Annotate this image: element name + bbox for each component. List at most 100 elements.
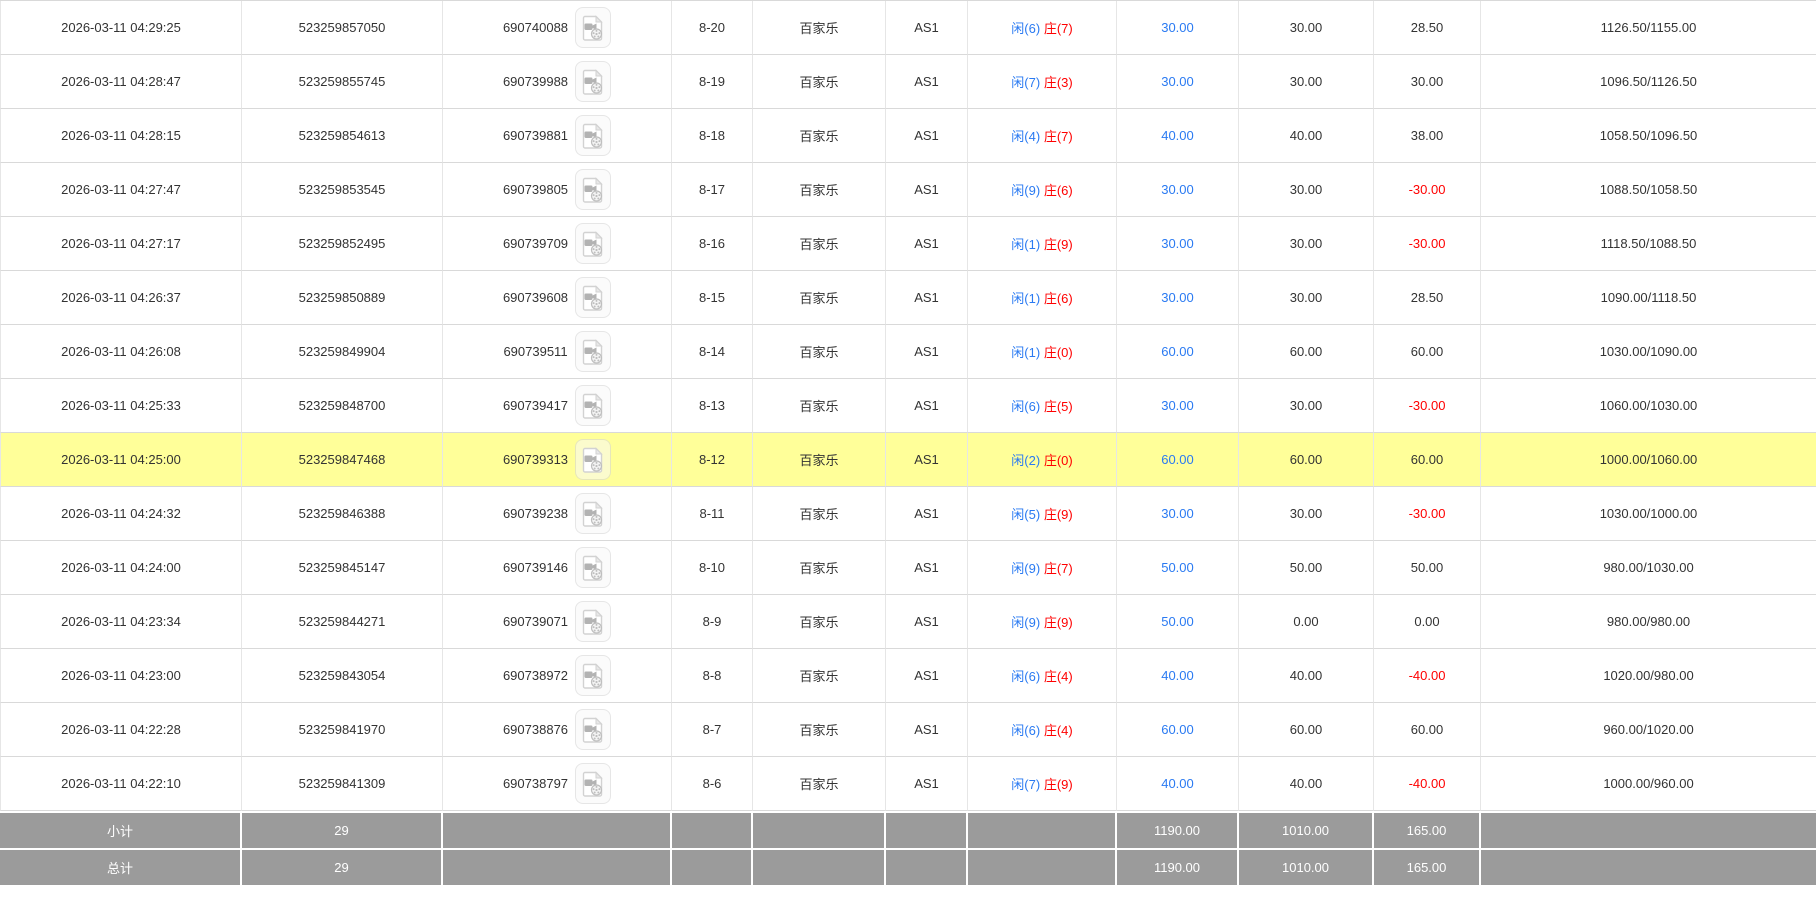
valid-amount: 40.00 (1239, 649, 1374, 703)
summary-winloss-total: 165.00 (1374, 811, 1481, 848)
game-name: 百家乐 (753, 55, 886, 109)
table-row[interactable]: 2026-03-11 04:24:32 523259846388 6907392… (0, 487, 1816, 541)
winloss-amount: -30.00 (1374, 217, 1481, 271)
summary-empty-cell (968, 811, 1117, 848)
bet-amount-link[interactable]: 60.00 (1161, 344, 1194, 359)
video-replay-button[interactable] (575, 547, 612, 588)
winloss-amount: 0.00 (1374, 595, 1481, 649)
video-replay-button[interactable] (575, 493, 612, 534)
video-icon (582, 122, 603, 149)
table-row[interactable]: 2026-03-11 04:22:28 523259841970 6907388… (0, 703, 1816, 757)
bet-amount-link[interactable]: 30.00 (1161, 74, 1194, 89)
table-name: AS1 (886, 595, 968, 649)
game-result: 闲(9) 庄(7) (968, 541, 1117, 595)
round-label: 8-16 (672, 217, 753, 271)
video-replay-button[interactable] (575, 655, 612, 696)
bet-amount-cell: 30.00 (1117, 163, 1239, 217)
table-row[interactable]: 2026-03-11 04:28:15 523259854613 6907398… (0, 109, 1816, 163)
video-icon (582, 284, 603, 311)
bet-time: 2026-03-11 04:29:25 (0, 1, 242, 55)
banker-result: 庄(9) (1043, 507, 1073, 522)
table-row[interactable]: 2026-03-11 04:24:00 523259845147 6907391… (0, 541, 1816, 595)
round-id: 690738797 (502, 776, 569, 791)
bet-time: 2026-03-11 04:28:15 (0, 109, 242, 163)
summary-empty-cell (443, 811, 672, 848)
video-icon (582, 230, 603, 257)
round-id-cell: 690738876 (443, 703, 672, 757)
video-replay-button[interactable] (574, 331, 611, 372)
table-name: AS1 (886, 109, 968, 163)
bet-amount-link[interactable]: 30.00 (1161, 236, 1194, 251)
table-row[interactable]: 2026-03-11 04:29:25 523259857050 6907400… (0, 1, 1816, 55)
video-replay-button[interactable] (575, 385, 612, 426)
banker-result: 庄(7) (1043, 129, 1073, 144)
video-icon (582, 392, 603, 419)
table-row[interactable]: 2026-03-11 04:26:08 523259849904 6907395… (0, 325, 1816, 379)
valid-amount: 30.00 (1239, 379, 1374, 433)
round-label: 8-19 (672, 55, 753, 109)
bet-time: 2026-03-11 04:27:47 (0, 163, 242, 217)
valid-amount: 60.00 (1239, 325, 1374, 379)
table-row[interactable]: 2026-03-11 04:22:10 523259841309 6907387… (0, 757, 1816, 811)
round-id-cell: 690740088 (443, 1, 672, 55)
summary-valid-total: 1010.00 (1239, 848, 1374, 885)
video-icon (582, 68, 603, 95)
banker-result: 庄(0) (1043, 345, 1073, 360)
round-label: 8-6 (672, 757, 753, 811)
summary-winloss-total: 165.00 (1374, 848, 1481, 885)
table-row[interactable]: 2026-03-11 04:23:00 523259843054 6907389… (0, 649, 1816, 703)
bet-amount-link[interactable]: 60.00 (1161, 452, 1194, 467)
video-replay-button[interactable] (575, 601, 612, 642)
video-replay-button[interactable] (575, 61, 612, 102)
bet-amount-link[interactable]: 50.00 (1161, 560, 1194, 575)
bet-amount-link[interactable]: 40.00 (1161, 668, 1194, 683)
bet-amount-link[interactable]: 60.00 (1161, 722, 1194, 737)
video-replay-button[interactable] (575, 169, 612, 210)
bet-serial-number: 523259848700 (242, 379, 443, 433)
winloss-amount: 28.50 (1374, 271, 1481, 325)
table-row[interactable]: 2026-03-11 04:25:33 523259848700 6907394… (0, 379, 1816, 433)
bet-time: 2026-03-11 04:25:33 (0, 379, 242, 433)
game-result: 闲(9) 庄(6) (968, 163, 1117, 217)
table-row[interactable]: 2026-03-11 04:25:00 523259847468 6907393… (0, 433, 1816, 487)
table-name: AS1 (886, 541, 968, 595)
bet-amount-link[interactable]: 50.00 (1161, 614, 1194, 629)
table-name: AS1 (886, 1, 968, 55)
table-row[interactable]: 2026-03-11 04:27:17 523259852495 6907397… (0, 217, 1816, 271)
game-result: 闲(6) 庄(7) (968, 1, 1117, 55)
bet-amount-link[interactable]: 30.00 (1161, 290, 1194, 305)
round-id-cell: 690739709 (443, 217, 672, 271)
round-id: 690739417 (502, 398, 569, 413)
video-icon (582, 500, 603, 527)
video-replay-button[interactable] (575, 709, 612, 750)
bet-serial-number: 523259849904 (242, 325, 443, 379)
video-replay-button[interactable] (575, 115, 612, 156)
table-row[interactable]: 2026-03-11 04:27:47 523259853545 6907398… (0, 163, 1816, 217)
game-name: 百家乐 (753, 433, 886, 487)
bet-amount-link[interactable]: 40.00 (1161, 776, 1194, 791)
video-replay-button[interactable] (575, 277, 612, 318)
bet-amount-cell: 30.00 (1117, 271, 1239, 325)
video-replay-button[interactable] (575, 763, 612, 804)
bet-amount-cell: 30.00 (1117, 55, 1239, 109)
bet-amount-link[interactable]: 30.00 (1161, 182, 1194, 197)
table-name: AS1 (886, 649, 968, 703)
bet-amount-link[interactable]: 30.00 (1161, 506, 1194, 521)
video-replay-button[interactable] (575, 439, 612, 480)
game-name: 百家乐 (753, 487, 886, 541)
bet-amount-cell: 60.00 (1117, 325, 1239, 379)
video-icon (582, 338, 603, 365)
table-row[interactable]: 2026-03-11 04:26:37 523259850889 6907396… (0, 271, 1816, 325)
video-replay-button[interactable] (575, 7, 612, 48)
video-icon (582, 608, 603, 635)
bet-amount-link[interactable]: 30.00 (1161, 20, 1194, 35)
balance: 1126.50/1155.00 (1481, 1, 1816, 55)
valid-amount: 40.00 (1239, 757, 1374, 811)
table-row[interactable]: 2026-03-11 04:28:47 523259855745 6907399… (0, 55, 1816, 109)
video-replay-button[interactable] (575, 223, 612, 264)
table-name: AS1 (886, 271, 968, 325)
bet-time: 2026-03-11 04:24:32 (0, 487, 242, 541)
bet-amount-link[interactable]: 30.00 (1161, 398, 1194, 413)
table-row[interactable]: 2026-03-11 04:23:34 523259844271 6907390… (0, 595, 1816, 649)
bet-amount-link[interactable]: 40.00 (1161, 128, 1194, 143)
